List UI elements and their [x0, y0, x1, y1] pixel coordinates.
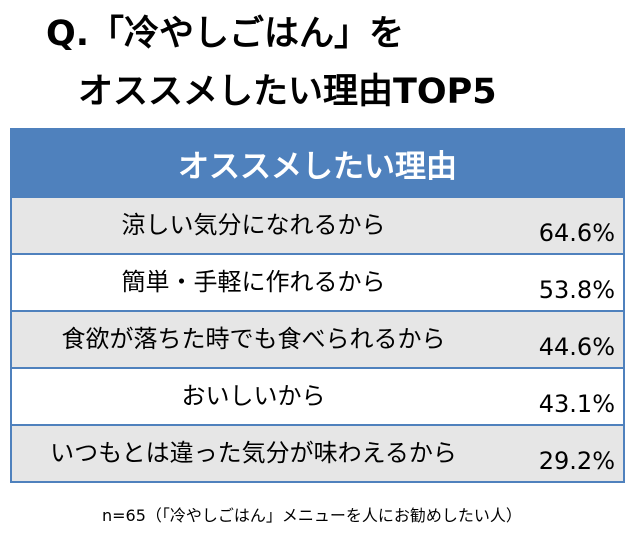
reason-cell: いつもとは違った気分が味わえるから — [11, 424, 495, 482]
percent-label: 64.6% — [538, 219, 615, 247]
reason-label: 簡単・手軽に作れるから — [121, 268, 386, 296]
sample-size-note: n=65（「冷やしごはん」メニューを人にお勧めしたい人） — [102, 506, 522, 525]
chart-title-line2: オススメしたい理由TOP5 — [78, 72, 497, 112]
percent-label: 43.1% — [538, 390, 615, 418]
table-row: おいしいから 43.1% — [11, 367, 624, 425]
percent-cell: 29.2% — [495, 424, 624, 482]
reason-cell: おいしいから — [11, 367, 495, 425]
reason-label: おいしいから — [181, 382, 326, 410]
reason-label: いつもとは違った気分が味わえるから — [50, 439, 457, 467]
percent-cell: 43.1% — [495, 367, 624, 425]
percent-cell: 53.8% — [495, 253, 624, 311]
reason-cell: 食欲が落ちた時でも食べられるから — [11, 310, 495, 368]
percent-label: 44.6% — [538, 333, 615, 361]
table-row: いつもとは違った気分が味わえるから 29.2% — [11, 424, 624, 482]
chart-title-line1: Q.「冷やしごはん」を — [46, 14, 405, 54]
reason-label: 食欲が落ちた時でも食べられるから — [61, 325, 446, 353]
percent-label: 29.2% — [538, 447, 615, 475]
table-row: 簡単・手軽に作れるから 53.8% — [11, 253, 624, 311]
reason-label: 涼しい気分になれるから — [121, 211, 386, 239]
percent-label: 53.8% — [538, 276, 615, 304]
table-header: オススメしたい理由 — [10, 128, 625, 198]
reasons-table: オススメしたい理由 涼しい気分になれるから 64.6% 簡単・手軽に作れるから … — [10, 128, 625, 483]
percent-cell: 64.6% — [495, 196, 624, 254]
table-row: 涼しい気分になれるから 64.6% — [11, 196, 624, 254]
percent-cell: 44.6% — [495, 310, 624, 368]
table-row: 食欲が落ちた時でも食べられるから 44.6% — [11, 310, 624, 368]
reason-cell: 簡単・手軽に作れるから — [11, 253, 495, 311]
reason-cell: 涼しい気分になれるから — [11, 196, 495, 254]
